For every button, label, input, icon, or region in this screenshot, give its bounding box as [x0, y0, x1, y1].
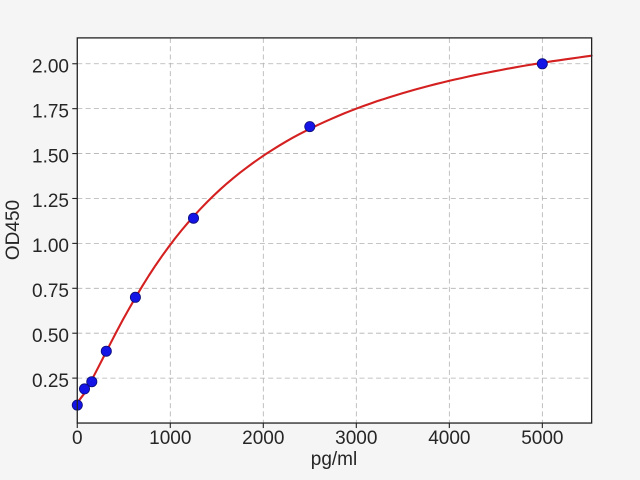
- svg-text:0.75: 0.75: [32, 281, 69, 302]
- svg-text:1000: 1000: [149, 428, 191, 449]
- svg-text:OD450: OD450: [3, 200, 24, 260]
- svg-text:2000: 2000: [242, 428, 284, 449]
- svg-text:5000: 5000: [521, 428, 563, 449]
- svg-text:pg/ml: pg/ml: [311, 449, 357, 470]
- svg-text:1.00: 1.00: [32, 236, 69, 257]
- svg-text:1.50: 1.50: [32, 146, 69, 167]
- svg-text:4000: 4000: [428, 428, 470, 449]
- svg-text:0.25: 0.25: [32, 371, 69, 392]
- svg-text:0.50: 0.50: [32, 326, 69, 347]
- svg-text:1.75: 1.75: [32, 101, 69, 122]
- svg-text:0: 0: [72, 428, 83, 449]
- svg-text:3000: 3000: [335, 428, 377, 449]
- svg-text:1.25: 1.25: [32, 191, 69, 212]
- svg-text:2.00: 2.00: [32, 57, 69, 78]
